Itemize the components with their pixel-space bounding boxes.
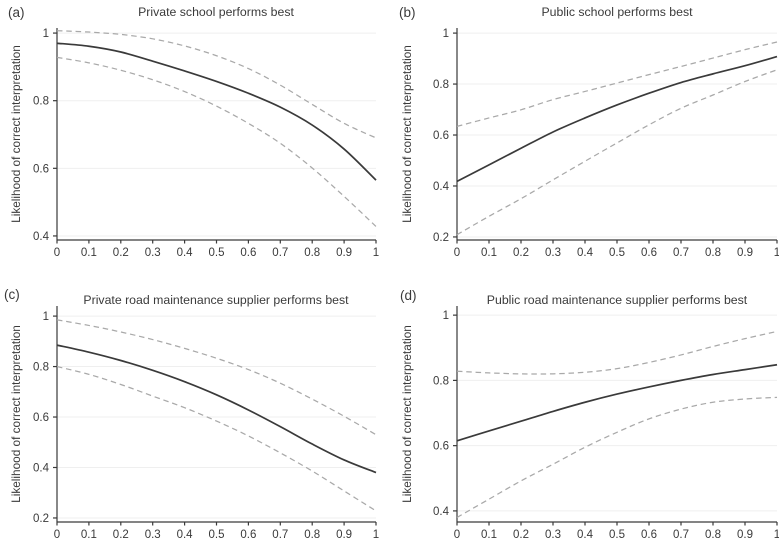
- y-tick-label: 0.8: [433, 79, 449, 91]
- x-tick-label: 0.4: [577, 529, 594, 541]
- x-tick-label: 1: [774, 529, 779, 541]
- x-tick-label: 0.9: [737, 247, 753, 259]
- x-tick-label: 0.7: [272, 529, 288, 541]
- x-tick-label: 0.7: [272, 247, 288, 259]
- panel-letter-d: (d): [400, 288, 417, 303]
- plot-layer-b: 0.2 0.4 0.6 0.8 1 0 0.1 0.2 0.3 0.4 0.5 0.6 0.7 0.8 0.…: [433, 28, 779, 259]
- x-tick-label: 0.8: [304, 247, 320, 259]
- y-tick-label: 0.6: [33, 163, 49, 175]
- y-axis-title-c: Likelihood of correct interpretation: [9, 325, 23, 503]
- chart-title-c: Private road maintenance supplier perfor…: [83, 293, 349, 307]
- x-tick-label: 0.5: [609, 247, 625, 259]
- x-tick-label: 0.4: [577, 247, 594, 259]
- plot-c: (c) Private road maintenance supplier pe…: [4, 287, 379, 541]
- panel-letter-b: (b): [399, 5, 416, 20]
- series-point-estimate: [456, 363, 778, 442]
- x-tick-label: 0.4: [177, 529, 194, 541]
- series-lower-confidence-bound: [456, 396, 778, 518]
- x-tick-label: 0.2: [513, 247, 529, 259]
- x-tick-label: 0.2: [113, 529, 129, 541]
- y-tick-label: 0.4: [433, 506, 450, 518]
- chart-title-d: Public road maintenance supplier perform…: [487, 293, 748, 307]
- y-tick-label: 0.8: [433, 375, 449, 387]
- x-tick-label: 0.8: [304, 529, 320, 541]
- panel-letter-c: (c): [4, 287, 20, 302]
- series-point-estimate: [456, 55, 778, 183]
- y-axis-title-b: Likelihood of correct interpretation: [400, 45, 414, 223]
- x-tick-label: 0.1: [481, 247, 497, 259]
- plot-layer-d: 0.4 0.6 0.8 1 0 0.1 0.2 0.3 0.4 0.5 0.6 0.7 0.8 0.9 1: [433, 306, 779, 541]
- plot-d: (d) Public road maintenance supplier per…: [400, 288, 779, 541]
- y-tick-label: 1: [443, 28, 449, 40]
- plot-b: (b) Public school performs best Likeliho…: [399, 5, 779, 259]
- x-tick-label: 0.6: [240, 247, 256, 259]
- x-tick-label: 1: [373, 529, 379, 541]
- x-tick-label: 0: [454, 529, 460, 541]
- y-tick-label: 1: [443, 310, 449, 322]
- panel-c: (c) Private road maintenance supplier pe…: [0, 273, 390, 546]
- x-tick-label: 0.6: [240, 529, 256, 541]
- x-tick-label: 0.2: [513, 529, 529, 541]
- panel-d: (d) Public road maintenance supplier per…: [389, 273, 779, 546]
- x-tick-label: 0: [454, 247, 460, 259]
- y-tick-label: 0.4: [33, 231, 50, 243]
- plot-layer-c: 0.2 0.4 0.6 0.8 1 0 0.1 0.2 0.3 0.4 0.5 0.6 0.7 0.8 0.…: [33, 306, 379, 541]
- y-tick-label: 0.2: [433, 232, 449, 244]
- series-upper-confidence-bound: [456, 41, 778, 127]
- x-tick-label: 0.8: [705, 247, 721, 259]
- series-lower-confidence-bound: [456, 69, 778, 236]
- x-tick-label: 0.6: [641, 247, 657, 259]
- x-tick-label: 0.2: [113, 247, 129, 259]
- series-point-estimate: [56, 42, 377, 181]
- x-tick-label: 0.3: [545, 529, 561, 541]
- x-tick-label: 0.1: [481, 529, 497, 541]
- x-tick-label: 0.1: [81, 247, 97, 259]
- y-tick-label: 0.4: [433, 181, 450, 193]
- chart-title-b: Public school performs best: [541, 5, 693, 19]
- series-upper-confidence-bound: [56, 30, 377, 139]
- x-tick-label: 0.9: [336, 247, 352, 259]
- x-tick-label: 0.8: [705, 529, 721, 541]
- x-tick-label: 1: [373, 247, 379, 259]
- x-tick-label: 0.9: [336, 529, 352, 541]
- x-tick-label: 0.7: [673, 529, 689, 541]
- series-upper-confidence-bound: [456, 330, 778, 375]
- y-axis-title-d: Likelihood of correct interpretation: [400, 325, 414, 503]
- x-tick-label: 0: [54, 247, 60, 259]
- plot-layer-a: 0.4 0.6 0.8 1 0 0.1 0.2 0.3 0.4 0.5 0.6 0.7 0.8 0.9 1: [33, 28, 379, 259]
- panel-b: (b) Public school performs best Likeliho…: [389, 0, 779, 273]
- x-tick-label: 0.5: [209, 529, 225, 541]
- panel-a: (a) Private school performs best Likelih…: [0, 0, 390, 273]
- chart-title-a: Private school performs best: [138, 5, 294, 19]
- y-tick-label: 0.6: [433, 441, 449, 453]
- x-tick-label: 0.4: [177, 247, 194, 259]
- x-tick-label: 0.7: [673, 247, 689, 259]
- y-tick-label: 0.6: [433, 130, 449, 142]
- x-tick-label: 0: [54, 529, 60, 541]
- x-tick-label: 0.3: [145, 529, 161, 541]
- x-tick-label: 0.1: [81, 529, 97, 541]
- y-tick-label: 0.4: [33, 462, 50, 474]
- y-tick-label: 1: [43, 28, 49, 40]
- x-tick-label: 0.5: [609, 529, 625, 541]
- panel-letter-a: (a): [8, 5, 25, 20]
- y-axis-title-a: Likelihood of correct interpretation: [9, 45, 23, 223]
- plot-a: (a) Private school performs best Likelih…: [8, 5, 379, 259]
- x-tick-label: 0.6: [641, 529, 657, 541]
- x-tick-label: 0.9: [737, 529, 753, 541]
- y-tick-label: 0.2: [33, 513, 49, 525]
- series-lower-confidence-bound: [56, 56, 377, 227]
- y-tick-label: 0.8: [33, 362, 49, 374]
- x-tick-label: 0.3: [545, 247, 561, 259]
- x-tick-label: 0.3: [145, 247, 161, 259]
- y-tick-label: 1: [43, 311, 49, 323]
- x-tick-label: 0.5: [209, 247, 225, 259]
- x-tick-label: 1: [774, 247, 779, 259]
- y-tick-label: 0.6: [33, 412, 49, 424]
- series-point-estimate: [56, 344, 377, 474]
- y-tick-label: 0.8: [33, 96, 49, 108]
- series-lower-confidence-bound: [56, 365, 377, 512]
